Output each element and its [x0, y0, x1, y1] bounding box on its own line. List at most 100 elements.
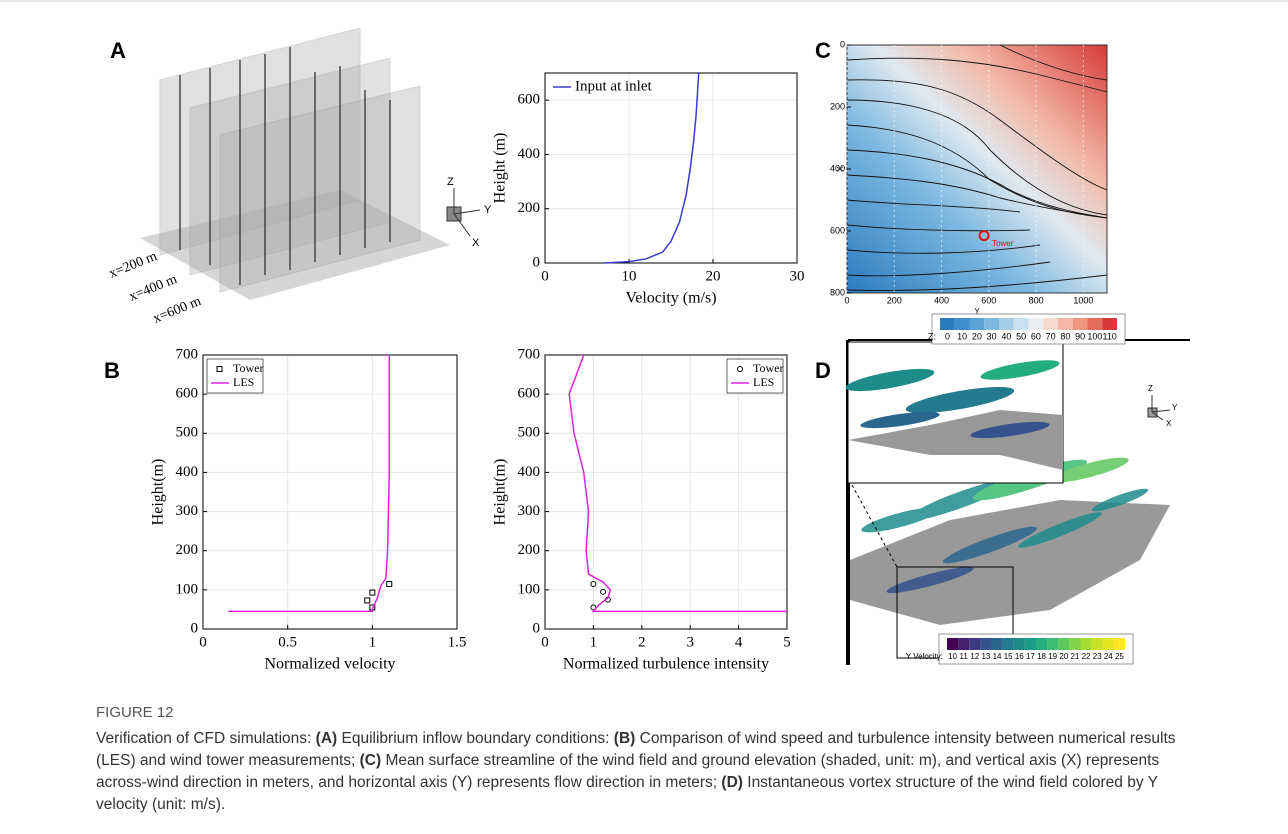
panel-label: D	[815, 358, 831, 383]
x-tick-label: 1	[590, 634, 598, 650]
colorbar-cell	[1102, 638, 1114, 650]
colorbar-tick-label: 15	[1004, 652, 1013, 661]
colorbar-cell	[980, 638, 992, 650]
panel-label: A	[110, 38, 126, 63]
y-tick-label: 500	[518, 425, 541, 441]
caption-text: Verification of CFD simulations:	[96, 730, 316, 747]
colorbar-cell	[947, 638, 959, 650]
annotation: Tower	[992, 239, 1014, 248]
colorbar-tick-label: 40	[1001, 331, 1011, 341]
y-tick-label: 700	[176, 346, 199, 362]
colorbar-tick-label: 21	[1070, 652, 1079, 661]
streamlines	[847, 45, 1107, 291]
colorbar-tick-label: 50	[1016, 331, 1026, 341]
colorbar-tick-label: 20	[1059, 652, 1068, 661]
x-tick-label: 10	[622, 268, 637, 284]
y-axis-label: Height(m)	[150, 459, 167, 526]
x-tick-label: 1000	[1073, 295, 1093, 305]
colorbar-tick-label: 110	[1102, 331, 1116, 341]
x-tick-label: 600	[981, 295, 996, 305]
colorbar-cell	[1058, 318, 1073, 330]
y-tick-label: 400	[830, 163, 845, 173]
colorbar-tick-label: 17	[1026, 652, 1035, 661]
axis-label: Z	[447, 176, 454, 188]
vortex-illustration: Z Y X	[845, 339, 1190, 665]
y-tick-label: 200	[518, 200, 541, 216]
data-line	[228, 355, 391, 613]
x-tick-label: 200	[887, 295, 902, 305]
colorbar-cell	[991, 638, 1003, 650]
colorbar-tick-label: 70	[1046, 331, 1056, 341]
colorbar-cell	[1080, 638, 1092, 650]
plot-area	[545, 73, 797, 263]
colorbar-tick-label: 18	[1037, 652, 1046, 661]
panel-label: C	[815, 38, 831, 63]
colorbar-tick-label: 11	[960, 652, 969, 661]
x-tick-label: 3	[686, 634, 694, 650]
y-tick-label: 400	[176, 464, 199, 480]
x-tick-label: 0.5	[278, 634, 297, 650]
y-axis-label: Height (m)	[492, 133, 509, 204]
colorbar-tick-label: 90	[1075, 331, 1085, 341]
figure: A B C D x=200 m x=400 m x=600 m Z Y X	[0, 0, 1288, 673]
y-tick-label: 0	[533, 254, 541, 270]
x-tick-label: 0	[844, 295, 849, 305]
colorbar-label: Z:	[928, 331, 936, 341]
colorbar-tick-label: 10	[957, 331, 967, 341]
data-line	[603, 72, 700, 264]
y-tick-label: 400	[518, 146, 541, 162]
colorbar-tick-label: 20	[972, 331, 982, 341]
y-tick-label: 600	[830, 225, 845, 235]
y-tick-label: 800	[830, 287, 845, 297]
colorbar-tick-label: 100	[1087, 331, 1102, 341]
y-axis-label: Height(m)	[492, 459, 509, 526]
colorbar-cell	[1072, 318, 1088, 330]
colorbar-tick-label: 60	[1031, 331, 1041, 341]
data-point	[386, 580, 393, 587]
colorbar-cell	[1102, 318, 1117, 330]
y-tick-label: 200	[176, 542, 199, 558]
colorbar-cell	[940, 318, 955, 330]
colorbar-cell	[1087, 318, 1103, 330]
caption-text: Equilibrium inflow boundary conditions:	[337, 730, 614, 747]
colorbar-tick-label: 80	[1060, 331, 1070, 341]
x-tick-label: 5	[783, 634, 791, 650]
colorbar-tick-label: 22	[1082, 652, 1091, 661]
data-point	[369, 589, 376, 596]
legend-label: LES	[233, 375, 254, 389]
colorbar-cell	[1036, 638, 1048, 650]
data-line	[568, 354, 787, 613]
x-axis-label: Normalized turbulence intensity	[563, 656, 769, 673]
colorbar-cell	[984, 318, 999, 330]
x-tick-label: 1.5	[448, 634, 467, 650]
y-tick-label: 700	[518, 346, 541, 362]
data-point	[600, 588, 607, 595]
plot-area	[545, 355, 787, 629]
plane-label: x=600 m	[151, 294, 203, 327]
legend-swatch	[216, 366, 223, 372]
axis-label: Y	[1172, 403, 1178, 412]
colorbar-tick-label: 25	[1115, 652, 1124, 661]
colorbar-tick-label: 16	[1015, 652, 1024, 661]
caption-title: FIGURE 12	[96, 704, 174, 721]
y-tick-label: 0	[533, 620, 541, 636]
x-tick-label: 0	[199, 634, 207, 650]
y-tick-label: 200	[518, 542, 541, 558]
x-tick-label: 0	[541, 268, 549, 284]
colorbar-tick-label: 23	[1093, 652, 1102, 661]
y-axis-label: X	[836, 166, 845, 172]
colorbar-tick-label: 24	[1104, 652, 1113, 661]
colorbar-cell	[969, 638, 981, 650]
x-tick-label: 400	[934, 295, 949, 305]
y-tick-label: 0	[840, 39, 845, 49]
colorbar-cell	[999, 318, 1014, 330]
x-axis-label: Y	[974, 307, 980, 316]
legend-label: Input at inlet	[575, 78, 652, 94]
colorbar-cell	[1069, 638, 1081, 650]
colorbar-cell	[1043, 318, 1058, 330]
y-tick-label: 100	[176, 581, 199, 597]
colorbar-tick-label: 12	[970, 652, 979, 661]
colorbar-cell	[1113, 638, 1125, 650]
axes-frame	[544, 354, 788, 630]
plane-label: x=200 m	[107, 249, 159, 282]
